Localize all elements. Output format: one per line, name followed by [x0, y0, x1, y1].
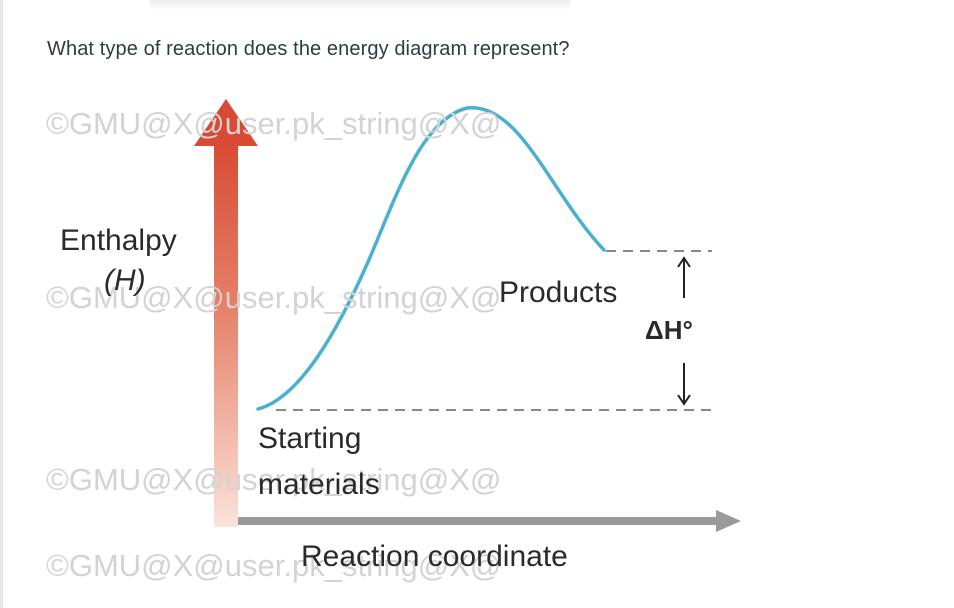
y-axis-symbol: (H) — [104, 264, 146, 297]
reaction-coordinate-axis-arrow — [238, 510, 741, 532]
starting-materials-label-line1: Starting — [258, 422, 362, 455]
delta-h-label: ΔH° — [645, 315, 693, 345]
question-text: What type of reaction does the energy di… — [47, 38, 570, 60]
watermark-text: ©GMU@X@user.pk_string@X@ — [46, 462, 502, 497]
y-axis-label: Enthalpy — [60, 224, 177, 257]
cropped-top-artifact — [150, 0, 570, 10]
products-label: Products — [499, 276, 618, 309]
watermark-text: ©GMU@X@user.pk_string@X@ — [46, 548, 502, 583]
energy-curve — [256, 106, 606, 411]
page-left-border — [0, 0, 3, 608]
delta-h-up-arrow — [677, 256, 691, 298]
watermark-text: ©GMU@X@user.pk_string@X@ — [46, 106, 502, 141]
x-axis-label: Reaction coordinate — [301, 540, 568, 573]
delta-h-down-arrow — [677, 363, 691, 406]
enthalpy-axis-arrow — [194, 99, 258, 527]
starting-materials-label-line2: materials — [258, 468, 380, 501]
watermark-text: ©GMU@X@user.pk_string@X@ — [46, 280, 502, 315]
